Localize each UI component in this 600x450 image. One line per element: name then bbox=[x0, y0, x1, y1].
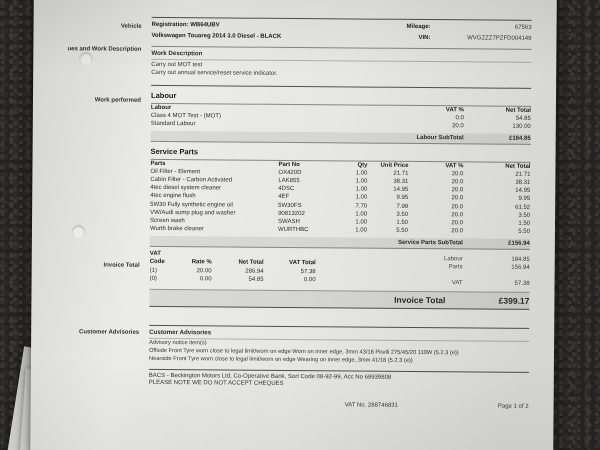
part-qty: 1.00 bbox=[355, 178, 368, 185]
labour-subtotal-label: Labour SubTotal bbox=[416, 134, 464, 142]
vat-net-total: 54.85 bbox=[248, 276, 264, 283]
vehicle-registration-row: Registration: WB64UBV Mileage: 67563 bbox=[152, 22, 532, 32]
advisory-lines: Advisory notice item(s) Offside Front Tyr… bbox=[148, 340, 529, 365]
registration-label: Registration: bbox=[151, 21, 189, 29]
part-no: WURTHBC bbox=[277, 227, 309, 234]
labour-table: Class 4 MOT Test - (MOT) 0.0 54.85 Standard… bbox=[151, 112, 531, 131]
labour-net: 130.00 bbox=[512, 123, 531, 130]
vat-vat-total: 0.00 bbox=[303, 276, 316, 283]
totals-labour-row: Labour 184.85 bbox=[360, 255, 530, 263]
part-unit-price: 7.99 bbox=[396, 203, 409, 210]
part-qty: 1.00 bbox=[355, 194, 368, 201]
divider bbox=[149, 324, 530, 329]
work-item: Carry out annual service/reset service i… bbox=[151, 69, 278, 77]
part-unit-price: 38.31 bbox=[393, 178, 409, 185]
hole-punch-bottom bbox=[71, 225, 85, 239]
parts-col-header: Unit Price bbox=[380, 162, 409, 169]
service-parts-section-title: Service Parts bbox=[150, 146, 199, 157]
totals-vat-row: VAT 57.38 bbox=[360, 280, 530, 287]
labour-subtotal-bar: Labour SubTotal £184.85 bbox=[150, 130, 531, 145]
vin-value: WVGZZZ7PZFD004149 bbox=[467, 35, 532, 42]
divider bbox=[151, 45, 532, 50]
totals-vat-label: VAT bbox=[451, 280, 463, 287]
part-qty: 7.70 bbox=[355, 203, 368, 210]
margin-label-issues-and-work-description: ues and Work Description bbox=[67, 46, 142, 53]
vin-label: VIN: bbox=[418, 34, 431, 42]
parts-subtotal-bar: Service Parts SubTotal £156.94 bbox=[149, 235, 530, 250]
part-vat: 20.0 bbox=[451, 228, 463, 235]
part-qty: 1.00 bbox=[355, 211, 368, 218]
parts-subtotal-label: Service Parts SubTotal bbox=[397, 239, 463, 247]
vat-and-totals: VAT Code Rate % Net Total VAT Total (1) 20.0… bbox=[150, 251, 530, 287]
totals-labour-value: 184.85 bbox=[511, 256, 530, 263]
totals-block: Labour 184.85 Parts 156.94 VAT 57.38 bbox=[360, 253, 530, 287]
invoice-total-bar: Invoice Total £399.17 bbox=[149, 288, 530, 310]
part-qty: 1.00 bbox=[355, 186, 368, 193]
part-unit-price: 9.95 bbox=[396, 195, 409, 202]
vat-col-header: Code bbox=[149, 259, 165, 266]
part-qty: 1.00 bbox=[355, 227, 367, 234]
vat-table: (1) 20.00 286.94 57.38 (0) 0.00 54.85 0.00 bbox=[150, 267, 316, 285]
vehicle-model-row: Volkswagen Touareg 2014 3.0 Diesel - BLA… bbox=[151, 33, 531, 43]
registration: Registration: WB64UBV bbox=[152, 22, 220, 29]
hole-punch-top bbox=[79, 52, 93, 66]
totals-labour-label: Labour bbox=[444, 255, 463, 262]
part-unit-price: 21.71 bbox=[393, 170, 409, 177]
part-unit-price: 3.50 bbox=[396, 211, 409, 218]
part-qty: 1.00 bbox=[355, 170, 368, 177]
totals-parts-label: Parts bbox=[448, 264, 463, 271]
vin: VIN: WVGZZZ7PZFD004149 bbox=[418, 35, 531, 42]
parts-table: Oil Filter - Element OX420D 1.00 21.71 20.0 2… bbox=[150, 168, 531, 236]
mileage: Mileage: 67563 bbox=[407, 24, 532, 31]
divider bbox=[151, 84, 532, 89]
vat-code: (0) bbox=[149, 275, 157, 282]
vat-rate: 20.00 bbox=[196, 267, 212, 274]
margin-label-work-performed: Work performed bbox=[94, 97, 142, 104]
totals-parts-row: Parts 156.94 bbox=[360, 264, 530, 271]
part-desc: Wurth brake cleaner bbox=[149, 226, 204, 233]
part-unit-price: 5.50 bbox=[396, 227, 408, 235]
vat-col-header: Rate % bbox=[191, 259, 212, 266]
margin-label-invoice-total: Invoice Total bbox=[103, 262, 140, 269]
totals-parts-value: 156.94 bbox=[511, 264, 530, 271]
labour-subtotal-value: £184.85 bbox=[508, 135, 531, 142]
mileage-value: 67563 bbox=[514, 24, 532, 31]
invoice-body: Registration: WB64UBV Mileage: 67563 Vol… bbox=[148, 16, 532, 414]
page-indicator: Page 1 of 2 bbox=[497, 403, 529, 410]
vat-code: (1) bbox=[149, 267, 158, 274]
top-rule bbox=[151, 16, 532, 21]
vehicle-model: Volkswagen Touareg 2014 3.0 Diesel - BLA… bbox=[151, 32, 282, 40]
invoice-total-label: Invoice Total bbox=[394, 294, 446, 305]
registration-value: WB64UBV bbox=[190, 22, 220, 29]
part-unit-price: 1.50 bbox=[396, 219, 409, 226]
page-footer: VAT No. 288746831 Page 1 of 2 bbox=[149, 401, 529, 414]
advisory-line: Nearside Front Tyre worn close to legal … bbox=[148, 356, 413, 365]
vat-block: VAT Code Rate % Net Total VAT Total (1) 20.0… bbox=[150, 251, 316, 285]
part-unit-price: 14.95 bbox=[393, 187, 409, 194]
vat-title: VAT bbox=[149, 250, 161, 258]
vat-number: VAT No. 288746831 bbox=[344, 402, 398, 409]
labour-section-title: Labour bbox=[150, 90, 177, 100]
mileage-label: Mileage: bbox=[406, 23, 431, 31]
invoice-total-value: £399.17 bbox=[498, 295, 530, 306]
margin-label-customer-advisories: Customer Advisories bbox=[78, 329, 140, 336]
divider bbox=[148, 368, 529, 373]
parts-subtotal-value: £156.94 bbox=[508, 240, 530, 247]
part-qty: 1.00 bbox=[355, 219, 368, 226]
vat-rate: 0.00 bbox=[199, 275, 212, 283]
margin-label-vehicle: Vehicle bbox=[120, 23, 142, 30]
totals-vat-value: 57.38 bbox=[514, 280, 530, 287]
part-net: 5.50 bbox=[518, 228, 530, 236]
labour-desc: Standard Labour bbox=[150, 120, 196, 128]
invoice-page: Vehicle ues and Work Description Work pe… bbox=[30, 0, 557, 450]
parts-col-header: Qty bbox=[357, 162, 368, 169]
labour-vat: 20.0 bbox=[452, 123, 464, 130]
work-description-items: Carry out MOT test Carry out annual servi… bbox=[151, 62, 531, 80]
no-cheques-note: PLEASE NOTE WE DO NOT ACCEPT CHEQUES bbox=[148, 380, 284, 388]
